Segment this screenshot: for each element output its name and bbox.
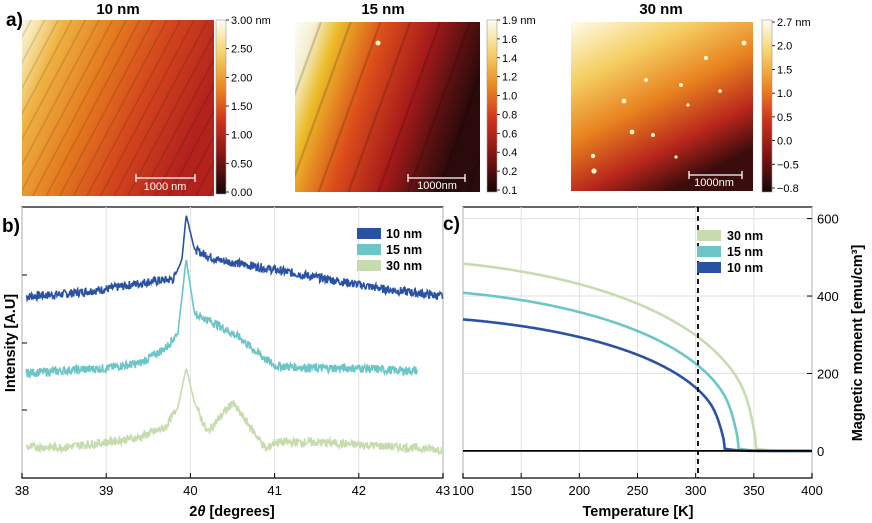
magnetization-ticks: 100 150 200 250 300 350 400 0 200 400 600 [452,212,839,498]
colorbar-tick-label: 3.00 nm [231,15,271,27]
colorbar-tick-label: 0.1 [502,185,517,197]
magnetization-x-axis-label: Temperature [K] [583,504,694,520]
colorbar-tick-label: 1.4 [502,53,517,65]
colorbar-tick-label: 0.2 [502,166,517,178]
xrd-x-tick-label: 41 [267,483,281,498]
xrd-legend-label: 15 nm [386,243,422,257]
xrd-legend: 10 nm 15 nm 30 nm [357,227,422,273]
colorbar-tick-label: 1.50 [231,101,252,113]
magnetization-x-tick-label: 200 [568,483,590,498]
colorbar-tick-label: 1.9 nm [502,15,536,27]
xrd-series-10nm [25,215,444,303]
xrd-x-tick-label: 42 [352,483,366,498]
colorbar-ticks-15nm: 1.9 nm 1.6 1.4 1.2 1.0 0.8 0.6 0.4 0.2 0.1 [497,15,536,197]
xrd-chart: 38 39 40 41 42 43 10 nm 15 nm 30 nm Intensity [… [3,206,450,520]
xrd-x-axis-label: 2θ [degrees] [189,504,275,520]
magnetization-y-tick-label: 200 [817,366,839,381]
magnetization-legend-label: 30 nm [727,229,763,243]
scale-bar-label-30nm: 1000nm [694,177,734,189]
colorbar-tick-label: 0.6 [502,128,517,140]
magnetization-y-tick-label: 400 [817,289,839,304]
colorbar-tick-label: 1.6 [502,34,517,46]
colorbar-tick-label: 2.50 [231,44,252,56]
colorbar-tick-label: 0.00 [231,187,252,199]
xrd-x-tick-label: 38 [15,483,29,498]
magnetization-legend-swatch [697,230,721,241]
xrd-series [25,215,444,456]
magnetization-x-tick-label: 300 [685,483,707,498]
colorbar-15nm [486,19,498,193]
panel-a-label: a) [6,10,23,31]
colorbar-tick-label: 0.4 [502,147,517,159]
magnetization-x-tick-label: 250 [627,483,649,498]
magnetization-legend-label: 15 nm [727,245,763,259]
colorbar-tick-label: 2.0 [777,41,792,53]
xrd-x-tick-label: 39 [99,483,113,498]
xrd-x-tick-label: 40 [183,483,197,498]
magnetization-y-tick-label: 0 [817,444,824,459]
magnetization-x-tick-label: 400 [801,483,823,498]
magnetization-series-30nm [463,262,812,453]
magnetization-x-tick-label: 150 [510,483,532,498]
magnetization-legend: 30 nm 15 nm 10 nm [697,229,763,275]
afm-image-15nm: 15 nm 1000nm 1.9 nm 1.6 1.4 1.2 1.0 0.8 0.6 0.4… [295,1,536,197]
afm-map-30nm [571,22,753,191]
colorbar-tick-label: 1.5 [777,64,792,76]
magnetization-x-tick-label: 350 [743,483,765,498]
magnetization-x-tick-label: 100 [452,483,474,498]
colorbar-tick-label: −0.5 [777,159,799,171]
xrd-series-30nm [25,368,444,456]
panel-b-label: b) [2,216,20,237]
magnetization-legend-label: 10 nm [727,261,763,275]
magnetization-legend-swatch [697,246,721,257]
colorbar-tick-label: 0.8 [502,109,517,121]
magnetization-legend-swatch [697,262,721,273]
afm-terraces-10nm [22,20,214,196]
colorbar-tick-label: 2.7 nm [777,17,811,29]
panel-c-label: c) [443,214,460,235]
scale-bar-label-10nm: 1000 nm [144,181,187,193]
afm-title-10nm: 10 nm [96,1,139,18]
xrd-legend-label: 10 nm [386,227,422,241]
colorbar-tick-label: 2.00 [231,72,252,84]
afm-title-30nm: 30 nm [639,1,682,18]
colorbar-tick-label: −0.8 [777,183,799,195]
xrd-legend-label: 30 nm [386,259,422,273]
xrd-legend-swatch [357,244,381,255]
colorbar-tick-label: 0.50 [231,158,252,170]
magnetization-chart: 100 150 200 250 300 350 400 0 200 400 600 30 nm 15 … [452,206,866,520]
xrd-y-axis-label: Intensity [A.U] [3,294,19,392]
scale-bar-label-15nm: 1000nm [417,180,457,192]
colorbar-ticks-30nm: 2.7 nm 2.0 1.5 1.0 0.5 0.0 −0.5 −0.8 [772,17,811,195]
xrd-series-15nm [25,259,418,379]
afm-title-15nm: 15 nm [361,1,404,18]
magnetization-y-axis-label: Magnetic moment [emu/cm³] [850,245,866,442]
magnetization-y-tick-label: 600 [817,212,839,227]
colorbar-tick-label: 0.0 [777,136,792,148]
xrd-ticks: 38 39 40 41 42 43 [15,274,450,498]
colorbar-tick-label: 0.5 [777,112,792,124]
xrd-x-tick-label: 43 [436,483,450,498]
afm-particle [375,40,381,46]
colorbar-tick-label: 1.0 [502,91,517,103]
colorbar-30nm [761,19,773,193]
xrd-legend-swatch [357,228,381,239]
afm-image-30nm: 30 nm 1000nm 2.7 nm 2.0 1.5 1.0 0.5 0.0 −0.5 −0… [571,1,811,195]
colorbar-ticks-10nm: 3.00 nm 2.50 2.00 1.50 1.00 0.50 0.00 [226,15,271,199]
colorbar-10nm [215,19,227,195]
colorbar-tick-label: 1.00 [231,130,252,142]
afm-image-10nm: 10 nm 1000 nm 3.00 nm 2.50 2.00 1.50 1.00 0.5… [22,1,271,199]
colorbar-tick-label: 1.2 [502,72,517,84]
xrd-legend-swatch [357,260,381,271]
colorbar-tick-label: 1.0 [777,88,792,100]
afm-particles-30nm [590,40,747,174]
afm-terraces-15nm [295,22,480,192]
